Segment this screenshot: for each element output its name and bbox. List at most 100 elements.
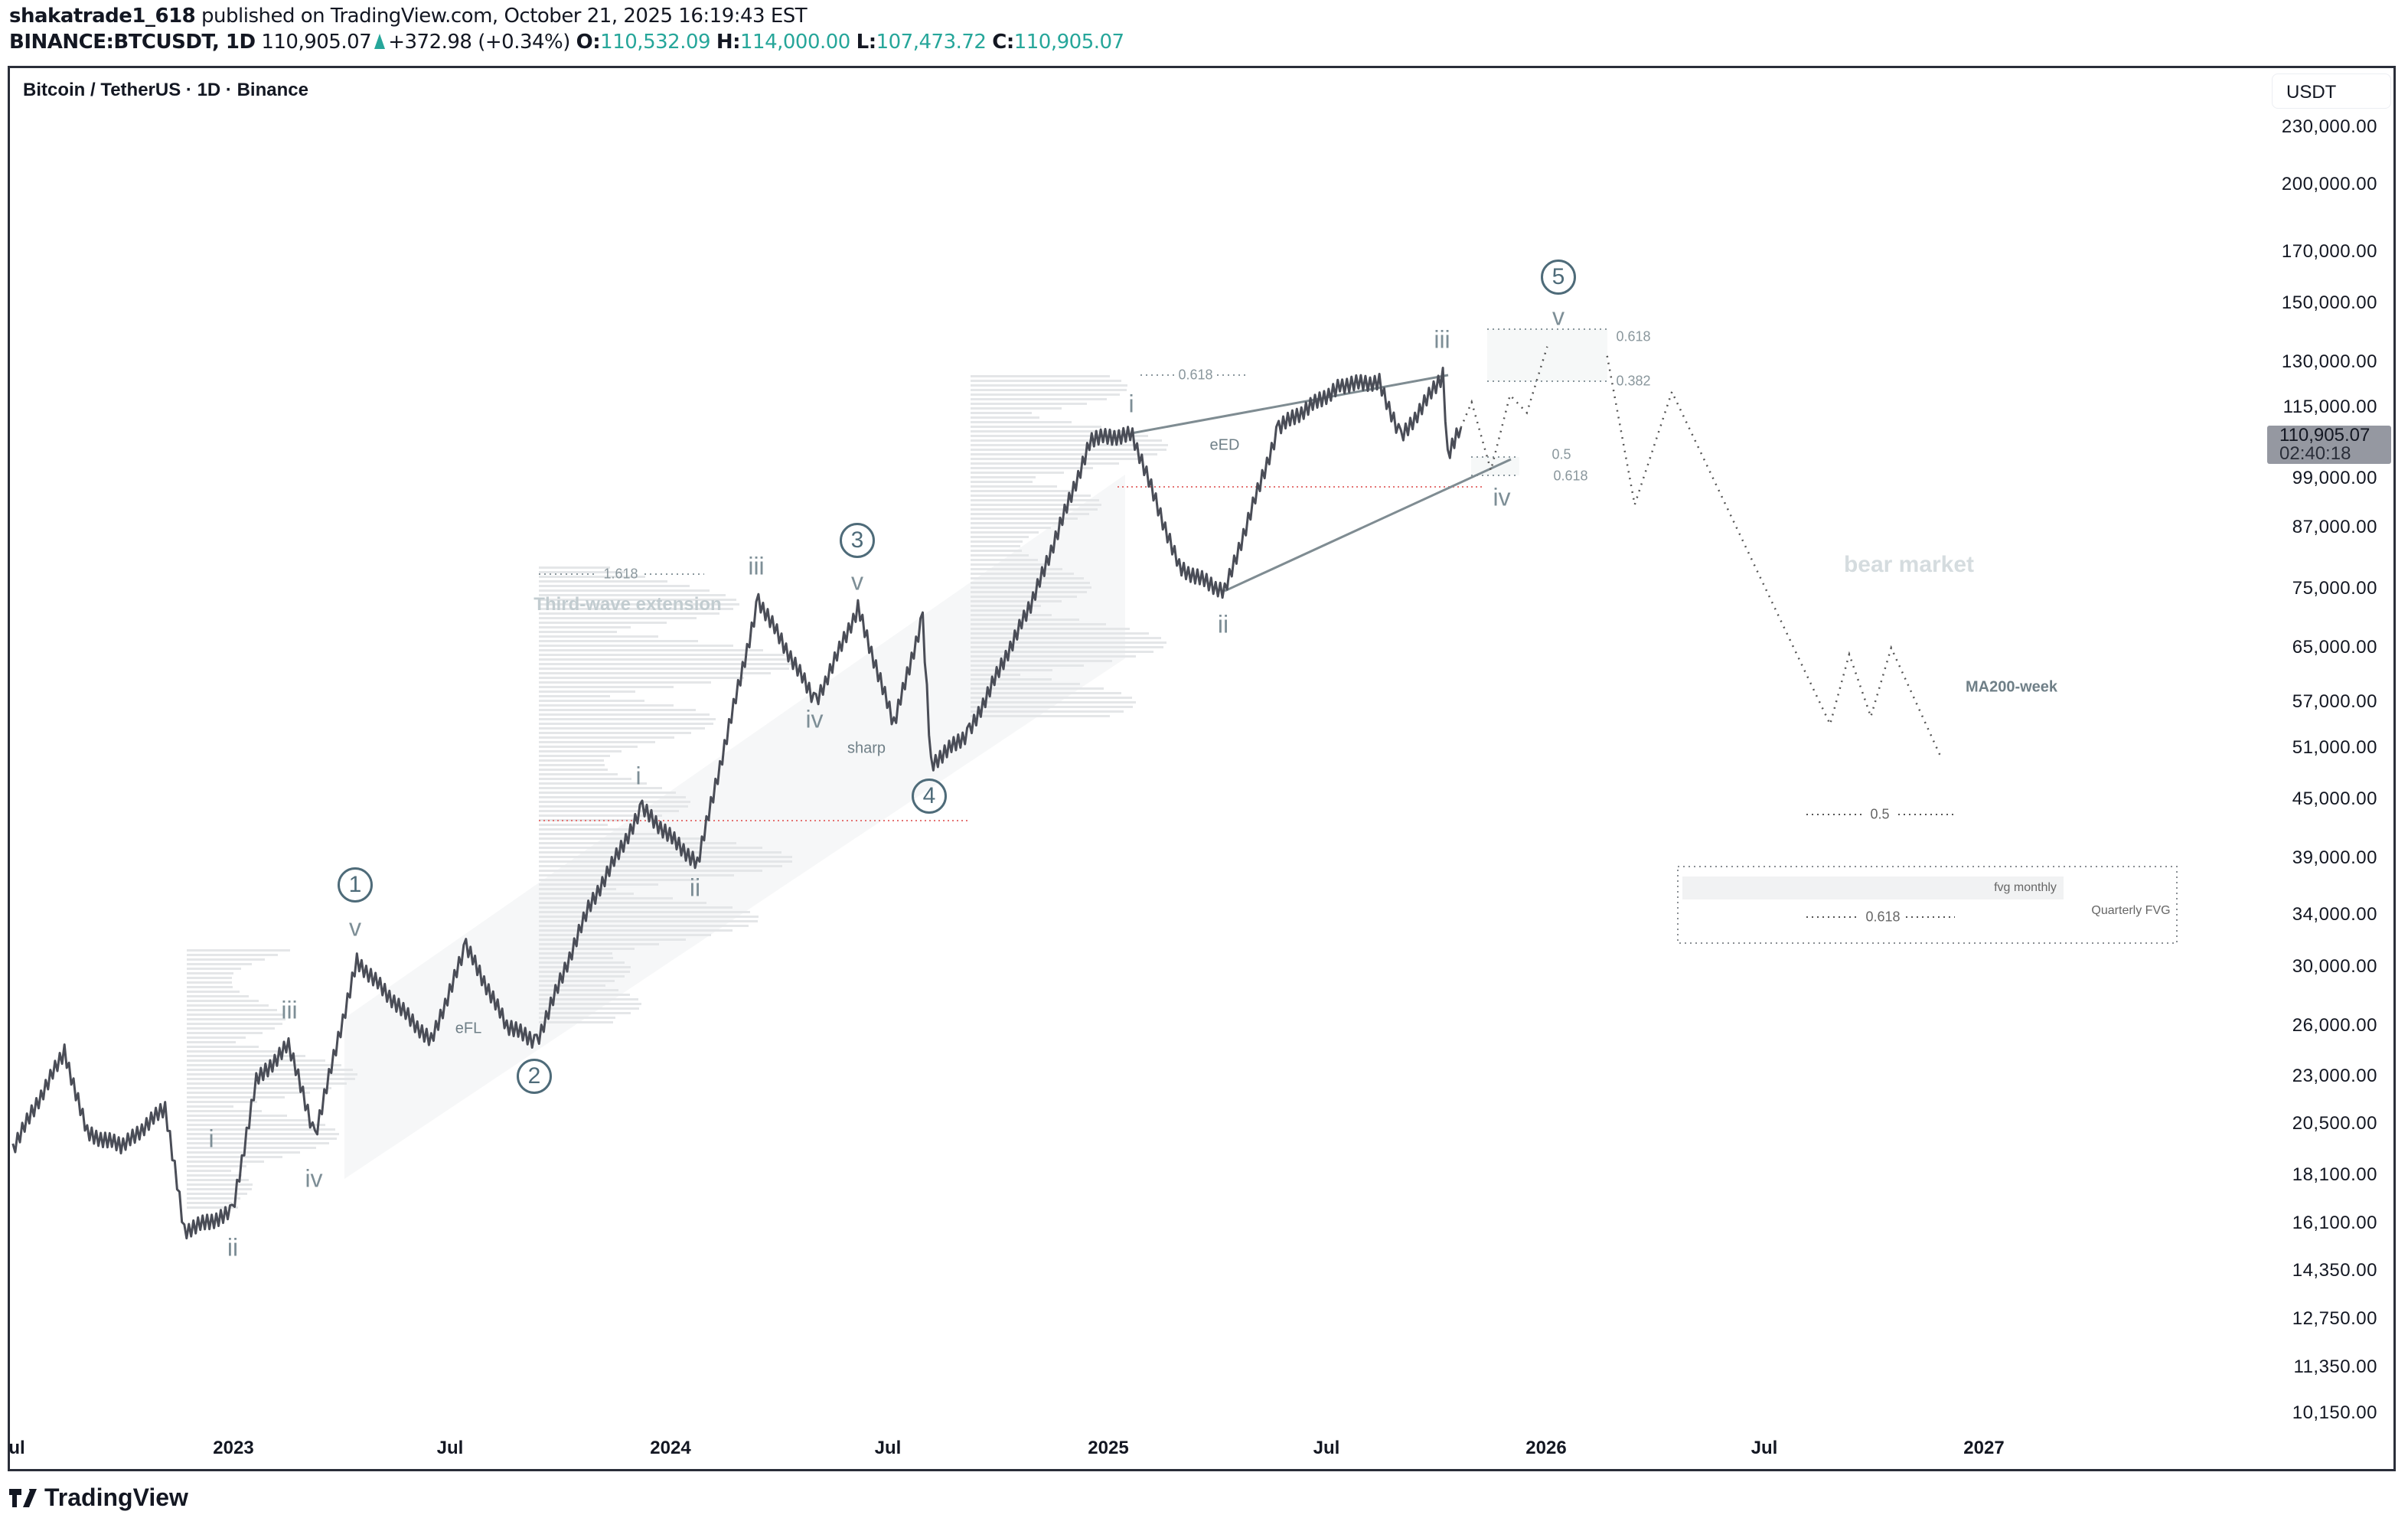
volume-profile-bar [187,1138,337,1140]
volume-profile-bar [539,759,604,762]
volume-profile-bar [187,1064,341,1066]
wave-label: i [1128,390,1134,418]
volume-profile-bar [971,439,1162,442]
wave-label-2: 2 [517,1059,552,1094]
volume-profile-bar [187,1165,246,1167]
price-tick: 87,000.00 [2292,517,2377,538]
high-label: H: [716,31,741,54]
volume-profile-bar [539,796,686,798]
volume-profile-bar [539,677,744,679]
volume-profile-bar [187,1023,282,1025]
volume-profile-bar [539,713,710,716]
author-name[interactable]: shakatrade1_618 [9,5,196,28]
volume-profile-bar [187,1032,263,1034]
wave-label: i [635,762,641,790]
volume-profile-bar [187,1160,264,1163]
volume-profile-bar [971,678,1052,681]
volume-profile-bar [539,700,644,702]
volume-profile-bar [971,651,1153,653]
volume-profile-bar [971,669,1052,671]
volume-profile-bar [971,384,1127,387]
volume-profile-bar [187,1000,259,1002]
volume-profile-bar [539,658,796,661]
fib-label: 0.618 [1865,909,1901,925]
volume-profile-bar [539,594,726,596]
wave-label-4: 4 [912,779,947,814]
volume-profile-bar [971,435,1148,437]
volume-profile-bar [187,1183,253,1186]
eed-label: eED [1209,436,1240,454]
volume-profile-bar [971,692,1121,694]
volume-profile-bar [187,986,233,988]
chart-pane[interactable] [8,66,2396,1471]
volume-profile-bar [539,971,630,973]
volume-profile-bar [539,686,674,688]
up-arrow-icon [374,34,386,49]
volume-profile-bar [971,485,1057,488]
wedge-lower [1224,458,1512,592]
volume-profile-bar [539,681,711,684]
high-value: 114,000.00 [739,31,850,54]
price-tick: 200,000.00 [2281,174,2377,195]
volume-profile-bar [539,897,673,899]
volume-profile-bar [539,948,635,950]
quarterly-fvg-label: Quarterly FVG [2091,904,2171,917]
currency-button[interactable]: USDT [2272,73,2391,109]
brand-name: TradingView [44,1484,188,1511]
volume-profile-bar [539,814,662,817]
price-tick: 18,100.00 [2292,1164,2377,1185]
price-tick: 30,000.00 [2292,955,2377,977]
price-tick: 57,000.00 [2292,691,2377,712]
volume-profile-bar [539,920,758,922]
volume-profile-bar [971,476,1036,478]
volume-profile-bar [971,664,1084,667]
volume-profile-bar [539,663,798,665]
volume-profile-bar [187,1115,287,1117]
volume-profile-bar [187,1055,305,1057]
volume-profile-bar [971,641,1166,644]
price-series-line [11,367,1463,1240]
tradingview-logo-icon [9,1488,37,1507]
tradingview-logo[interactable]: TradingView [9,1484,188,1512]
open-label: O: [576,31,601,54]
volume-profile-bar [539,649,763,651]
wave-label: ii [689,873,701,902]
price-tick: 34,000.00 [2292,904,2377,925]
volume-profile-bar [539,998,638,1001]
volume-profile-bar [539,622,667,624]
volume-profile-bar [187,1206,238,1209]
volume-profile-bar [971,660,1112,662]
ohlc-legend: BINANCE:BTCUSDT, 1D 110,905.07 +372.98 (+… [9,31,1124,54]
wave-label: iii [748,552,765,580]
volume-profile-bar [187,1193,247,1195]
volume-profile-bar [539,856,792,858]
volume-profile-bar [971,609,1025,612]
volume-profile-bar [539,792,676,794]
fib-label: 0.618 [1616,328,1651,344]
volume-profile-bar [539,571,625,573]
wave-label: v [349,913,361,942]
volume-profile-bar [971,416,1039,419]
volume-profile-bar [539,934,711,936]
open-value: 110,532.09 [600,31,711,54]
volume-profile-bar [971,403,1087,405]
volume-profile-bar [539,893,634,895]
last-price: 110,905.07 [261,31,372,54]
low-value: 107,473.72 [876,31,987,54]
volume-profile-bar [971,577,1084,579]
volume-profile-bar [187,1014,283,1016]
volume-profile-bar [539,906,733,909]
fib-label: 0.618 [1553,468,1588,484]
volume-profile-bar [971,490,1077,492]
price-tick: 16,100.00 [2292,1212,2377,1233]
time-tick: 2023 [213,1438,254,1458]
price-tick: 51,000.00 [2292,736,2377,758]
volume-profiles [187,375,1168,1209]
volume-profile-bar [187,1041,236,1043]
volume-profile-bar [187,1046,259,1048]
volume-profile-bar [971,683,1080,685]
volume-profile-bar [187,1073,357,1076]
wave-label: ii [227,1233,239,1262]
price-tick: 20,500.00 [2292,1112,2377,1134]
